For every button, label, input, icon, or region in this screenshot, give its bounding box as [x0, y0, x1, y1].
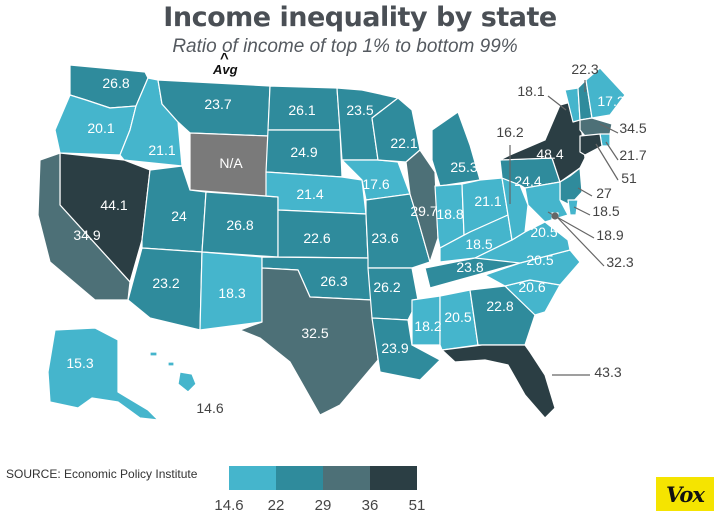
state-value-nh: 22.3 — [571, 61, 598, 77]
state-value-id: 21.1 — [148, 142, 175, 158]
legend-swatch-3 — [323, 466, 370, 490]
state-value-mi: 25.3 — [450, 159, 477, 175]
state-value-de: 18.5 — [592, 203, 619, 219]
state-ak — [47, 327, 159, 421]
state-value-tx: 32.5 — [301, 325, 328, 341]
vox-logo: Vox — [656, 477, 714, 511]
state-value-nj: 27 — [596, 185, 612, 201]
state-value-nc: 20.5 — [526, 252, 553, 268]
state-value-ak: 15.3 — [66, 355, 93, 371]
state-value-ct: 51 — [621, 170, 637, 186]
legend-swatch-1 — [229, 466, 276, 490]
state-value-fl: 43.3 — [594, 364, 621, 380]
state-value-sd: 24.9 — [290, 144, 317, 160]
state-la — [371, 317, 441, 381]
source-note: SOURCE: Economic Policy Institute — [6, 467, 198, 481]
state-value-wi: 22.1 — [390, 135, 417, 151]
state-de — [567, 199, 579, 216]
legend-tick-3: 29 — [314, 497, 332, 514]
state-value-hi: 14.6 — [196, 400, 223, 416]
state-value-oh: 21.1 — [474, 193, 501, 209]
state-value-mt: 23.7 — [204, 96, 231, 112]
state-ct — [579, 133, 603, 156]
leader-line-ct — [595, 143, 619, 181]
state-value-dc: 32.3 — [606, 254, 633, 270]
map-subtitle: Ratio of income of top 1% to bottom 99% — [172, 36, 518, 57]
state-value-va: 20.5 — [530, 224, 557, 240]
leader-line-nj — [577, 187, 593, 197]
leader-line-vt — [547, 95, 567, 111]
state-value-sc: 20.6 — [518, 279, 545, 295]
map-title: Income inequality by state — [163, 2, 557, 33]
state-tx — [239, 267, 379, 416]
state-value-me: 17.2 — [597, 93, 624, 109]
vox-logo-text: Vox — [666, 481, 705, 507]
legend-swatch-4 — [370, 466, 417, 490]
state-value-wa: 26.8 — [102, 75, 129, 91]
state-value-ny: 48.4 — [536, 146, 563, 162]
state-value-ok: 26.3 — [320, 273, 347, 289]
state-value-ky: 18.5 — [465, 236, 492, 252]
leader-line-de — [573, 206, 591, 216]
state-value-in: 18.8 — [436, 206, 463, 222]
legend-tick-5: 51 — [408, 497, 426, 514]
avg-caret-icon: ^ — [220, 50, 229, 67]
state-value-vt: 18.1 — [517, 83, 544, 99]
leader-line-dc — [555, 215, 605, 267]
state-value-wy: N/A — [219, 155, 243, 171]
state-value-md: 18.9 — [596, 227, 623, 243]
legend-swatch-2 — [276, 466, 323, 490]
state-value-pa: 24.4 — [514, 173, 541, 189]
state-value-az: 23.2 — [152, 275, 179, 291]
state-me — [585, 67, 626, 119]
leader-line-ri — [605, 141, 619, 161]
state-value-nv: 44.1 — [100, 197, 127, 213]
state-value-wv: 16.2 — [496, 124, 523, 140]
state-value-or: 20.1 — [87, 120, 114, 136]
state-value-ut: 24 — [171, 208, 187, 224]
state-value-nd: 26.1 — [288, 102, 315, 118]
state-value-ms: 18.2 — [414, 318, 441, 334]
state-ny — [499, 99, 586, 183]
state-hi — [149, 351, 197, 393]
dc-marker-dot — [551, 212, 559, 220]
state-il — [405, 149, 439, 263]
state-az — [127, 247, 203, 331]
state-value-il: 29.7 — [410, 203, 437, 219]
state-value-ks: 22.6 — [303, 230, 330, 246]
state-value-ca: 34.9 — [73, 227, 100, 243]
state-value-al: 20.5 — [444, 309, 471, 325]
leader-line-ma — [599, 123, 619, 134]
state-value-ga: 22.8 — [486, 298, 513, 314]
state-value-ne: 21.4 — [296, 186, 323, 202]
state-value-mo: 23.6 — [371, 230, 398, 246]
state-value-nm: 18.3 — [218, 285, 245, 301]
state-value-mn: 23.5 — [346, 102, 373, 118]
state-value-ia: 17.6 — [362, 176, 389, 192]
avg-marker: Avg — [213, 62, 238, 77]
state-value-ri: 21.7 — [619, 147, 646, 163]
legend-tick-4: 36 — [361, 497, 379, 514]
state-value-ar: 26.2 — [373, 279, 400, 295]
legend-tick-2: 22 — [267, 497, 285, 514]
state-value-ma: 34.5 — [619, 120, 646, 136]
state-value-tn: 23.8 — [456, 259, 483, 275]
state-value-la: 23.9 — [381, 340, 408, 356]
state-md — [524, 181, 569, 223]
legend-tick-1: 14.6 — [214, 497, 244, 514]
state-fl — [441, 344, 556, 419]
state-value-co: 26.8 — [226, 217, 253, 233]
